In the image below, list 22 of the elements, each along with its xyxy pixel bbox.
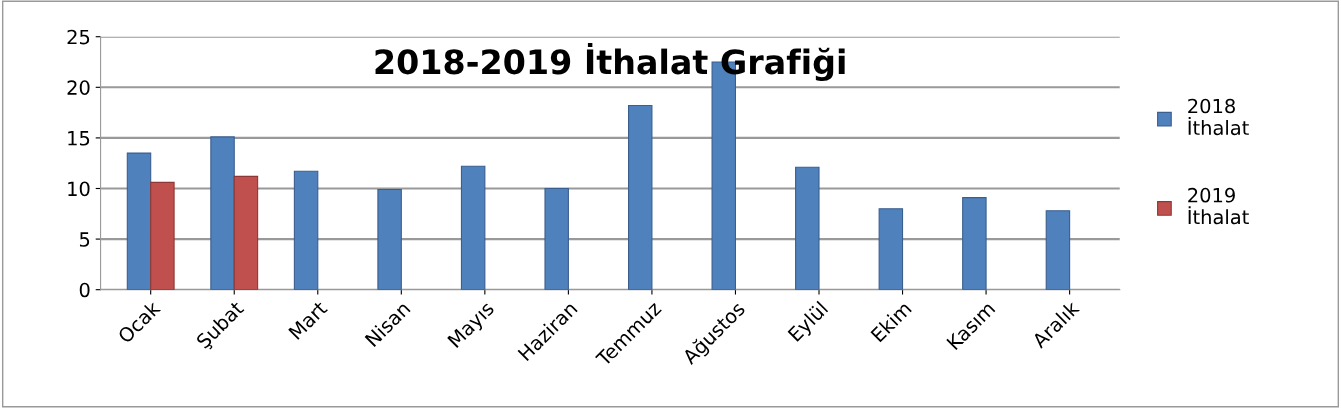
y-tick-label: 20 [67, 80, 90, 95]
bar [233, 175, 259, 290]
bar [1045, 210, 1071, 290]
bar [627, 104, 653, 290]
bar [460, 165, 486, 290]
bar [150, 181, 175, 290]
y-tick-label: 10 [68, 181, 90, 197]
bar [293, 170, 319, 290]
bar [377, 188, 402, 290]
y-tick-label: 25 [67, 29, 90, 45]
y-tick-label: 15 [68, 131, 90, 146]
bar [126, 152, 152, 290]
bar [210, 136, 235, 290]
bar [962, 197, 987, 290]
chart-title: 2018-2019 İthalat Grafiği [375, 43, 845, 82]
y-tick-label: 0 [79, 282, 90, 298]
bar [878, 208, 904, 290]
y-tick-label: 5 [79, 232, 90, 247]
bar [795, 166, 820, 290]
bar [544, 187, 569, 290]
legend-label: 2019 İthalat [1188, 187, 1249, 225]
legend-label: 2018 İthalat [1188, 98, 1249, 136]
